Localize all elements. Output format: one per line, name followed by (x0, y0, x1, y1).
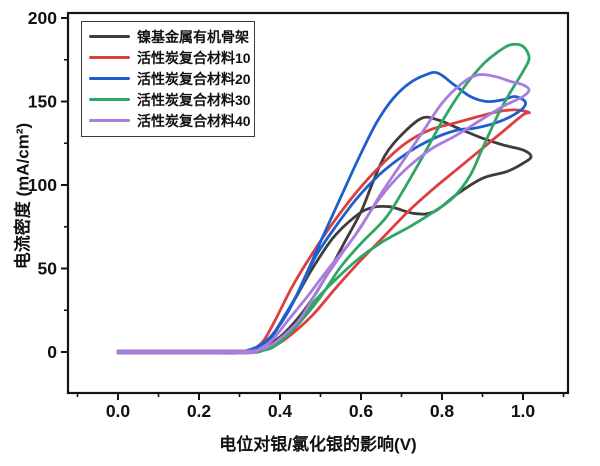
legend-line-swatch (89, 34, 130, 39)
cv-curve-活性炭复合材料10 (116, 108, 531, 355)
y-tick-label: 100 (28, 175, 57, 195)
legend: 镍基金属有机骨架 活性炭复合材料10 活性炭复合材料20 活性炭复合材料30 活… (81, 21, 255, 137)
legend-item: 活性炭复合材料30 (89, 89, 254, 110)
legend-line-swatch (89, 55, 130, 60)
legend-line-swatch (89, 118, 130, 123)
x-tick-label: 0.0 (106, 401, 131, 421)
cv-curve-活性炭复合材料40 (116, 73, 531, 355)
x-tick-label: 0.6 (349, 401, 374, 421)
y-tick-label: 200 (28, 8, 57, 28)
legend-label: 活性炭复合材料30 (137, 91, 251, 108)
cv-curve-活性炭复合材料30 (116, 42, 531, 355)
legend-label: 活性炭复合材料10 (137, 49, 251, 66)
x-tick-label: 0.8 (430, 401, 455, 421)
legend-line-swatch (89, 97, 130, 102)
legend-item: 活性炭复合材料10 (89, 47, 254, 68)
x-tick-label: 0.2 (187, 401, 212, 421)
legend-label: 活性炭复合材料40 (137, 112, 251, 129)
y-tick-label: 50 (38, 259, 58, 279)
x-tick-label: 1.0 (511, 401, 536, 421)
cv-curve-活性炭复合材料20 (116, 71, 528, 355)
legend-item: 镍基金属有机骨架 (89, 26, 254, 47)
legend-item: 活性炭复合材料40 (89, 110, 254, 131)
y-tick-label: 150 (28, 92, 57, 112)
y-tick-label: 0 (47, 342, 57, 362)
plot-frame (66, 11, 570, 395)
legend-label: 活性炭复合材料20 (137, 70, 251, 87)
x-tick-label: 0.4 (268, 401, 293, 421)
legend-line-swatch (89, 76, 130, 81)
x-axis-title: 电位对银/氯化银的影响(V) (219, 435, 417, 454)
legend-item: 活性炭复合材料20 (89, 68, 254, 89)
legend-label: 镍基金属有机骨架 (137, 28, 249, 45)
y-axis-title: 电流密度 (mA/cm²) (13, 122, 33, 270)
